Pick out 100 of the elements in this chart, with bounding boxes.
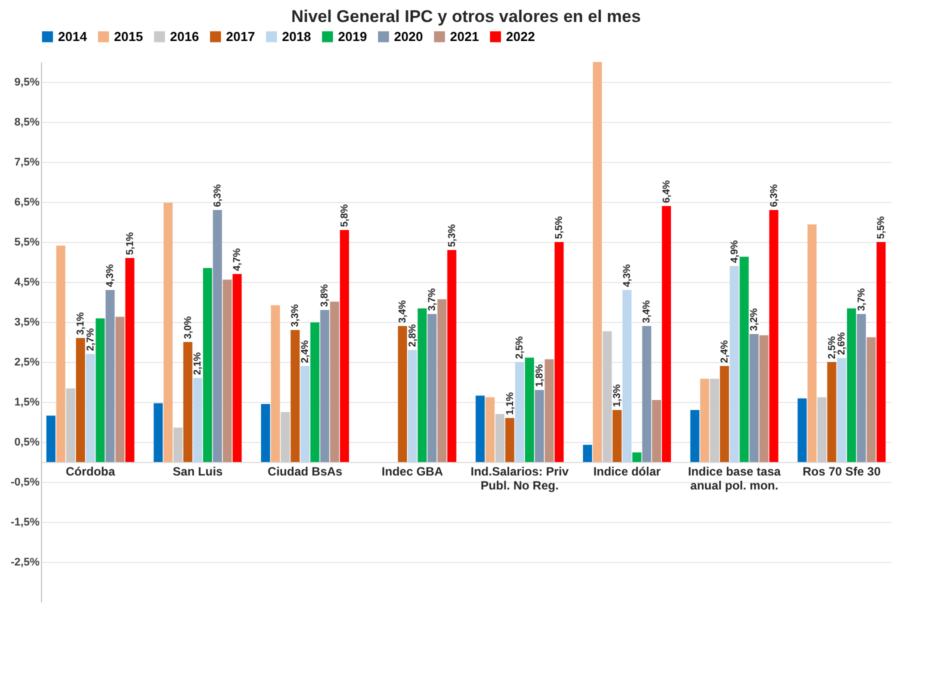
bar <box>495 414 504 462</box>
bar <box>193 378 202 462</box>
bar <box>66 388 76 462</box>
bar <box>340 230 350 462</box>
bar <box>582 444 592 462</box>
bar <box>544 359 554 462</box>
data-label: 5,5% <box>876 216 888 239</box>
bar <box>212 210 222 462</box>
bar <box>730 266 739 462</box>
bar <box>652 400 662 462</box>
data-label: 4,9% <box>729 240 740 263</box>
bar <box>592 62 602 462</box>
x-tick-label: Indec GBA <box>382 464 444 478</box>
bar <box>602 331 612 462</box>
y-tick-label: 1,5% <box>14 396 40 408</box>
bar <box>300 366 310 462</box>
data-label: 2,1% <box>192 352 204 375</box>
data-label: 3,4% <box>397 300 408 323</box>
x-tick-label: San Luis <box>172 464 224 478</box>
data-label: 3,1% <box>76 312 87 335</box>
bar <box>280 412 290 462</box>
bar <box>662 206 671 462</box>
bar <box>505 418 514 462</box>
data-label: 2,6% <box>836 332 848 355</box>
bar <box>437 299 446 462</box>
data-label: 4,3% <box>105 264 116 287</box>
y-tick-label: 2,5% <box>14 356 40 368</box>
bar <box>515 362 524 462</box>
bar <box>476 396 485 462</box>
data-label: 1,1% <box>504 392 516 415</box>
y-tick-label: -1,5% <box>10 516 40 528</box>
bar <box>76 338 86 462</box>
bar <box>398 326 408 462</box>
bar <box>612 410 622 462</box>
legend-label: 2015 <box>114 28 143 44</box>
legend-label: 2020 <box>394 28 423 44</box>
data-label: 2,5% <box>826 336 838 359</box>
bar <box>866 337 876 462</box>
y-tick-label: 5,5% <box>14 236 40 248</box>
bar <box>418 308 427 462</box>
bar <box>534 390 544 462</box>
data-label: 3,2% <box>749 308 760 331</box>
bar <box>524 358 534 462</box>
bar <box>232 274 242 462</box>
data-label: 6,3% <box>768 184 780 207</box>
data-label: 3,3% <box>290 304 302 327</box>
bar <box>310 322 320 462</box>
data-label: 2,4% <box>300 340 312 363</box>
x-tick-label: Indice base tasa anual pol. mon. <box>688 464 781 492</box>
bar <box>86 354 95 462</box>
bar <box>290 330 300 462</box>
bar <box>622 290 632 462</box>
data-label: 2,4% <box>719 340 730 363</box>
data-label: 4,3% <box>622 264 633 287</box>
x-tick-label: Córdoba <box>66 464 116 478</box>
bar <box>115 316 125 462</box>
bar <box>154 403 163 462</box>
bar <box>876 242 886 462</box>
chart-title: Nivel General IPC y otros valores en el mes <box>291 7 641 26</box>
bar <box>56 246 66 462</box>
x-tick-label: Ind.Salarios: Priv Publ. No Reg. <box>470 464 569 492</box>
y-tick-label: 3,5% <box>14 316 40 328</box>
data-label: 3,7% <box>427 288 438 311</box>
bar <box>270 305 280 462</box>
x-tick-label: Ros 70 Sfe 30 <box>802 464 881 478</box>
bar <box>203 268 212 462</box>
bar <box>125 258 134 462</box>
data-label: 4,7% <box>232 248 244 271</box>
bar <box>447 250 456 462</box>
bar <box>320 310 330 462</box>
legend-label: 2014 <box>58 28 88 44</box>
legend-label: 2018 <box>282 28 311 44</box>
bar <box>837 358 846 462</box>
legend-label: 2019 <box>338 28 367 44</box>
bar <box>700 378 710 462</box>
bar <box>106 290 115 462</box>
x-tick-label: Ciudad BsAs <box>268 464 343 478</box>
bar <box>817 397 826 462</box>
data-label: 2,7% <box>85 328 96 351</box>
bar <box>740 256 749 462</box>
x-tick-label: Indice dólar <box>593 464 661 478</box>
y-tick-label: 8,5% <box>14 116 40 128</box>
y-tick-label: 4,5% <box>14 276 40 288</box>
data-label: 5,8% <box>339 204 350 227</box>
bar <box>330 302 340 462</box>
data-label: 3,0% <box>182 316 194 339</box>
bar <box>46 416 56 462</box>
data-label: 6,4% <box>661 180 672 203</box>
bar <box>690 410 700 462</box>
bar <box>769 210 778 462</box>
bar <box>183 342 192 462</box>
data-label: 5,1% <box>124 232 136 255</box>
bar <box>222 280 232 462</box>
bar <box>164 202 173 462</box>
legend-label: 2016 <box>170 28 199 44</box>
data-label: 2,5% <box>514 336 526 359</box>
data-label: 3,7% <box>856 288 868 311</box>
y-tick-label: 7,5% <box>14 156 40 168</box>
data-label: 5,3% <box>446 224 458 247</box>
data-label: 6,3% <box>212 184 224 207</box>
